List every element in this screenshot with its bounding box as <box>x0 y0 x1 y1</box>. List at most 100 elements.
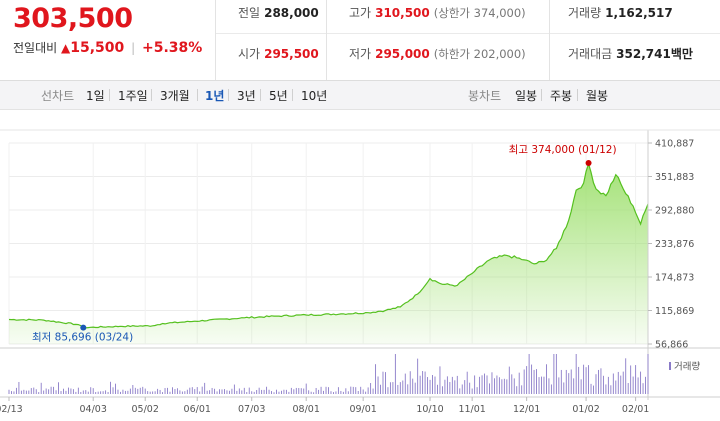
volume-bar <box>595 374 597 394</box>
volume-bar <box>474 375 476 394</box>
volume-bar <box>191 387 193 394</box>
volume-bar <box>72 389 74 394</box>
change-row: 전일대비 ▲15,500 | +5.38% <box>13 39 202 56</box>
volume-bar <box>607 376 609 394</box>
tab-1-year[interactable]: 1년 <box>205 89 225 103</box>
volume-bar <box>466 371 468 394</box>
tab-5-years[interactable]: 5년 <box>269 89 288 103</box>
volume-bar <box>385 372 386 394</box>
price-line <box>8 161 649 329</box>
volume-bar <box>489 383 490 394</box>
volume-bar <box>231 388 233 394</box>
stats-grid: 전일 288,000 고가 310,500 (상한가 374,000) 거래량 1,16… <box>215 0 720 80</box>
volume-bar <box>55 390 57 394</box>
volume-bar <box>100 391 102 394</box>
volume-bar <box>543 376 545 394</box>
volume-bar <box>417 358 419 394</box>
volume-bar <box>102 391 104 394</box>
volume-bar <box>243 387 245 394</box>
current-price: 303,500 <box>13 3 133 34</box>
price-area <box>9 163 648 344</box>
volume-bar <box>63 388 64 394</box>
volume-bar <box>276 389 277 394</box>
volume-bar <box>241 390 243 394</box>
y-tick-label: 233,876 <box>655 239 694 250</box>
tab-3-months[interactable]: 3개월 <box>160 89 190 103</box>
divider <box>151 89 152 101</box>
volume-bar <box>640 371 642 394</box>
volume-bar <box>439 366 441 394</box>
volume-bar <box>647 354 649 394</box>
volume-bar <box>154 391 156 394</box>
volume-bar <box>333 392 334 394</box>
volume-bar <box>389 382 391 394</box>
x-tick-label: 02/01 <box>622 404 649 415</box>
volume-bar <box>283 389 285 394</box>
volume-bar <box>23 389 25 394</box>
volume-bar <box>18 381 20 394</box>
tab-1-day[interactable]: 1일 <box>86 89 105 103</box>
volume-bar <box>394 354 396 394</box>
volume-bar <box>268 389 270 394</box>
volume-bar <box>437 384 438 394</box>
volume-bar <box>120 391 121 394</box>
volume-bar <box>147 391 149 394</box>
volume-bar <box>407 384 409 394</box>
volume-bar <box>617 371 619 394</box>
volume-bar <box>397 384 399 394</box>
volume-bar <box>605 384 607 394</box>
volume-bar <box>328 387 329 394</box>
volume-bar <box>573 378 575 394</box>
volume-bar <box>590 383 592 394</box>
divider <box>541 89 542 101</box>
volume-bar <box>137 388 139 394</box>
volume-bar <box>449 382 451 394</box>
tab-1-week[interactable]: 1주일 <box>118 89 148 103</box>
volume-bar <box>75 391 77 394</box>
y-tick-label: 292,880 <box>655 206 694 217</box>
volume-bar <box>25 390 27 394</box>
volume-bar <box>50 386 52 394</box>
volume-bar <box>134 387 136 394</box>
tab-weekly-candle[interactable]: 주봉 <box>550 89 573 103</box>
volume-bar <box>531 364 533 394</box>
volume-bar <box>221 389 223 394</box>
volume-bar <box>211 387 213 394</box>
tab-daily-candle[interactable]: 일봉 <box>515 89 538 103</box>
line-chart-label: 선차트 <box>41 89 75 103</box>
volume-bar <box>199 391 201 394</box>
volume-bar <box>127 390 129 394</box>
volume-bar <box>375 364 377 394</box>
tab-monthly-candle[interactable]: 월봉 <box>586 89 609 103</box>
volume-bar <box>558 377 560 394</box>
volume-bar <box>392 382 394 394</box>
y-tick-label: 174,873 <box>655 273 694 284</box>
volume-bar <box>337 387 339 394</box>
volume-bar <box>598 369 599 394</box>
change-percent: +5.38% <box>141 40 203 56</box>
volume-bar <box>548 378 550 394</box>
volume-bar <box>526 366 528 394</box>
volume-bar <box>186 389 188 394</box>
min-annotation: 최저 85,696 (03/24) <box>32 332 133 344</box>
volume-bar <box>538 377 540 394</box>
tab-10-years[interactable]: 10년 <box>301 89 328 103</box>
volume-bar <box>82 390 84 394</box>
tab-3-years[interactable]: 3년 <box>237 89 256 103</box>
volume-bar <box>87 391 89 394</box>
volume-bar <box>380 384 381 394</box>
volume-bar <box>110 381 111 394</box>
volume-bar <box>35 389 37 394</box>
volume-bar <box>263 389 265 394</box>
volume-bar <box>60 391 62 394</box>
candle-chart-label: 봉차트 <box>468 89 502 103</box>
volume-bar <box>107 392 109 394</box>
x-tick-label: 05/02 <box>132 404 159 415</box>
volume-bar <box>578 366 580 394</box>
volume-bar <box>615 380 617 394</box>
volume-bar <box>424 371 426 394</box>
volume-bar <box>256 389 258 394</box>
volume-bar <box>342 391 344 394</box>
volume-bar <box>441 386 443 394</box>
volume-bar <box>377 376 379 394</box>
